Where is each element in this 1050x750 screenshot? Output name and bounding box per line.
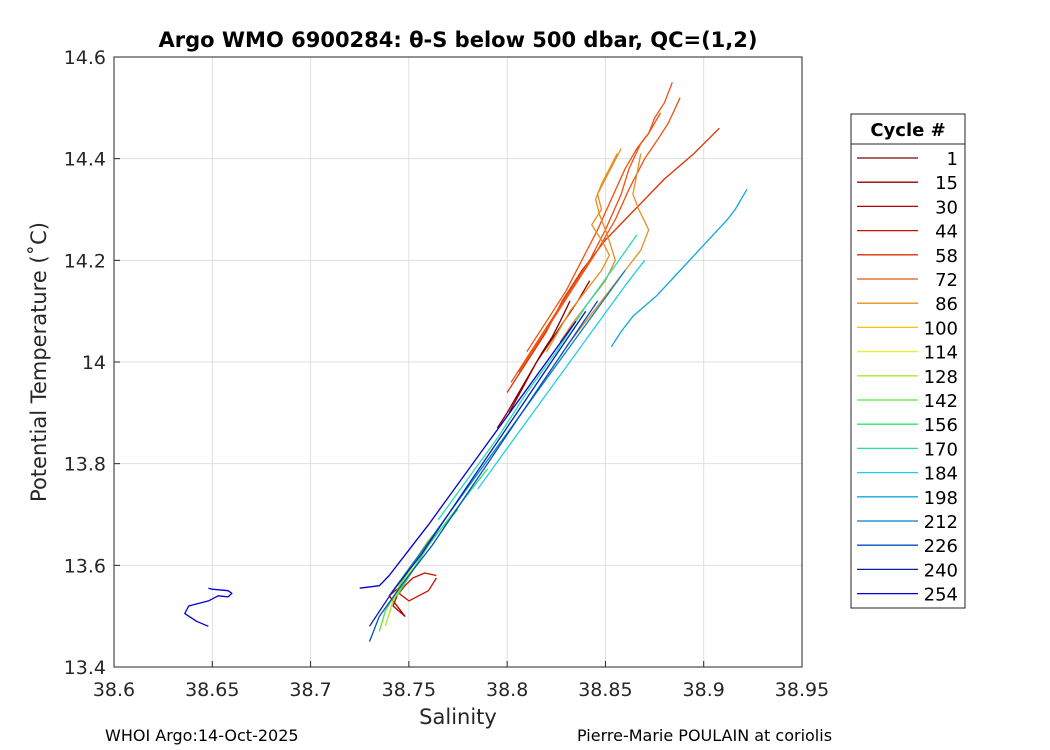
legend-label: 44 xyxy=(935,222,958,243)
series-line-cycle-254a xyxy=(359,320,577,589)
legend-label: 170 xyxy=(924,439,958,460)
legend-label: 86 xyxy=(935,294,958,315)
legend-label: 128 xyxy=(924,367,958,388)
x-tick-label: 38.65 xyxy=(185,679,239,701)
legend-label: 142 xyxy=(924,391,958,412)
series-line-cycle-72a xyxy=(510,82,673,383)
series-line-cycle-170 xyxy=(437,234,638,520)
series-line-cycle-240 xyxy=(368,310,587,627)
x-tick-label: 38.6 xyxy=(93,679,135,701)
x-tick-label: 38.9 xyxy=(683,679,725,701)
y-tick-label: 13.8 xyxy=(64,454,106,476)
x-axis-label: Salinity xyxy=(419,705,497,729)
series-line-cycle-254b xyxy=(184,587,233,627)
legend-label: 198 xyxy=(924,488,958,509)
y-axis-label: Potential Temperature (˚C) xyxy=(27,222,51,502)
y-tick-label: 14.6 xyxy=(64,47,106,69)
legend-label: 240 xyxy=(924,560,958,581)
legend-label: 15 xyxy=(935,173,958,194)
x-tick-label: 38.85 xyxy=(578,679,632,701)
legend-items: 1 15 30 44 58 72 86 100 114 128 142 156 170 184 198 212… xyxy=(857,149,958,606)
x-tick-label: 38.95 xyxy=(775,679,829,701)
legend-label: 30 xyxy=(935,197,958,218)
series-line-cycle-72c xyxy=(526,112,662,353)
footer-left: WHOI Argo:14-Oct-2025 xyxy=(105,726,299,745)
legend-label: 254 xyxy=(924,585,958,606)
y-tick-label: 14.2 xyxy=(64,250,106,272)
y-tick-label: 13.4 xyxy=(64,657,106,679)
series-line-cycle-226 xyxy=(368,300,599,642)
legend-label: 212 xyxy=(924,512,958,533)
x-tick-label: 38.7 xyxy=(289,679,331,701)
legend-label: 1 xyxy=(947,149,958,170)
footer-right: Pierre-Marie POULAIN at coriolis xyxy=(577,726,832,745)
legend: Cycle # 11530445872861001141281421561701… xyxy=(850,113,966,609)
y-tick-label: 14 xyxy=(82,352,106,374)
legend-label: 58 xyxy=(935,246,958,267)
series-line-cycle-212 xyxy=(388,270,626,597)
legend-title: Cycle # xyxy=(870,120,945,141)
legend-label: 114 xyxy=(924,343,958,364)
series-line-cycle-44 xyxy=(398,572,437,602)
legend-box xyxy=(850,113,966,609)
series-line-cycle-72b xyxy=(518,97,681,373)
series-line-cycle-86a xyxy=(545,148,622,353)
legend-label: 226 xyxy=(924,536,958,557)
x-tick-label: 38.75 xyxy=(382,679,436,701)
series-line-cycle-198 xyxy=(610,188,748,348)
x-tick-labels: 38.6 38.65 38.7 38.75 38.8 38.85 38.9 38.95 xyxy=(93,661,829,701)
legend-label: 72 xyxy=(935,270,958,291)
y-tick-label: 14.4 xyxy=(64,149,106,171)
y-tick-label: 13.6 xyxy=(64,555,106,577)
chart-title: Argo WMO 6900284: θ-S below 500 dbar, QC… xyxy=(159,28,758,52)
y-tick-labels: 13.4 13.6 13.8 14 14.2 14.4 14.6 xyxy=(64,47,120,679)
x-tick-label: 38.8 xyxy=(486,679,528,701)
series-group xyxy=(184,82,748,642)
legend-label: 184 xyxy=(924,464,958,485)
series-line-cycle-184 xyxy=(477,259,646,490)
series-line-cycle-86c xyxy=(565,153,650,348)
legend-label: 100 xyxy=(924,318,958,339)
legend-label: 156 xyxy=(924,415,958,436)
